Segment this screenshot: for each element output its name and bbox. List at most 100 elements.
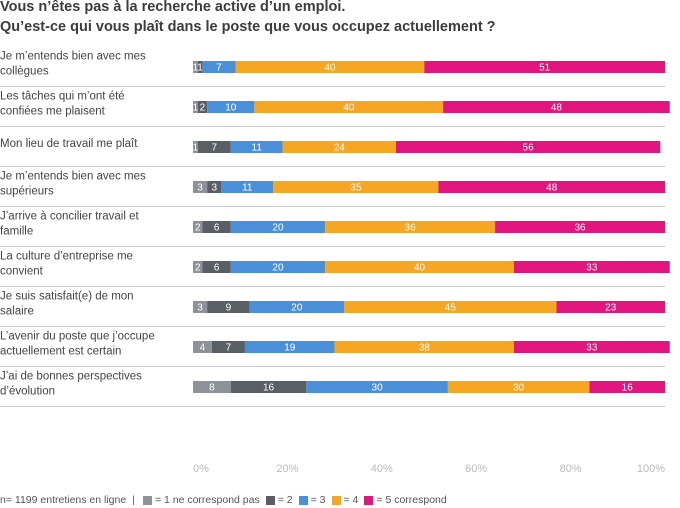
x-tick-label: 100% xyxy=(637,463,665,475)
category-label-line: actuellement est certain xyxy=(0,346,121,358)
category-label-line: Je m’entends bien avec mes xyxy=(0,51,146,63)
data-label-1: 4 xyxy=(200,343,206,354)
category-label: J’ai de bonnes perspectives d’évolution xyxy=(0,371,142,398)
bar-segment-5 xyxy=(424,61,665,73)
category-label: Les tâches qui m’ont été confiées me plai… xyxy=(0,91,125,118)
bar-segment-2 xyxy=(202,221,231,233)
legend-swatch-4 xyxy=(331,495,341,505)
legend-swatch-3 xyxy=(298,495,308,505)
category-label: L’avenir du poste que j’occupe actuelleme… xyxy=(0,331,155,358)
bar-segment-1 xyxy=(193,101,198,113)
data-label-2: 16 xyxy=(263,383,275,394)
data-label-2: 7 xyxy=(226,343,232,354)
legend-label-3: = 3 xyxy=(310,494,326,506)
bar-segment-5 xyxy=(556,301,665,313)
data-label-3: 30 xyxy=(372,383,384,394)
data-label-3: 20 xyxy=(272,263,284,274)
data-label-1: 1 xyxy=(193,63,199,74)
bar-segment-4 xyxy=(344,301,557,313)
category-label-line: Je m’entends bien avec mes xyxy=(0,171,146,183)
legend-label-1: = 1 ne correspond pas xyxy=(154,494,260,506)
data-label-5: 48 xyxy=(546,183,558,194)
category-label-line: famille xyxy=(0,226,33,238)
category-label: Je m’entends bien avec mes supérieurs xyxy=(0,171,146,198)
data-label-4: 40 xyxy=(343,103,355,114)
data-label-4: 35 xyxy=(350,183,362,194)
bar-segment-2 xyxy=(197,101,208,113)
data-label-5: 16 xyxy=(622,383,634,394)
bar-segment-5 xyxy=(495,221,665,233)
bar-segment-4 xyxy=(325,261,514,273)
title-line-1: Vous n’êtes pas à la recherche active d’… xyxy=(0,0,346,15)
data-label-2: 9 xyxy=(226,303,232,314)
data-label-3: 11 xyxy=(242,183,253,194)
category-label: Je m’entends bien avec mes collègues xyxy=(0,51,146,78)
category-label-line: d’évolution xyxy=(0,386,55,398)
category-label: La culture d’entreprise me convient xyxy=(0,251,133,278)
title-line-2: Qu’est-ce qui vous plaît dans le poste q… xyxy=(0,19,496,35)
data-label-4: 40 xyxy=(414,263,426,274)
data-label-3: 7 xyxy=(216,63,222,74)
bar-segment-2 xyxy=(207,301,250,313)
data-label-1: 3 xyxy=(197,303,203,314)
category-label-line: salaire xyxy=(0,306,34,318)
chart-title: Vous n’êtes pas à la recherche active d’… xyxy=(0,0,680,37)
bar-segment-3 xyxy=(207,101,255,113)
bar-segment-5 xyxy=(513,341,670,353)
bar-segment-5 xyxy=(395,141,661,153)
data-label-4: 30 xyxy=(513,383,525,394)
legend-swatch-1 xyxy=(142,495,152,505)
bar-segment-1 xyxy=(193,221,203,233)
legend-label-4: = 4 xyxy=(343,494,359,506)
category-label-line: supérieurs xyxy=(0,186,54,198)
bar-segment-4 xyxy=(334,341,514,353)
bar-segment-3 xyxy=(221,181,274,193)
bar-segment-5 xyxy=(443,101,670,113)
category-label: Mon lieu de travail me plaît xyxy=(0,138,138,150)
category-label-line: Les tâches qui m’ont été xyxy=(0,91,125,103)
data-label-1: 8 xyxy=(209,383,215,394)
bar-segment-2 xyxy=(197,141,231,153)
x-tick-label: 20% xyxy=(276,463,298,475)
bar-segment-3 xyxy=(230,261,326,273)
data-label-5: 33 xyxy=(586,343,598,354)
bar-segment-3 xyxy=(306,381,448,393)
bar-segment-1 xyxy=(193,61,198,73)
bar-segment-1 xyxy=(193,381,231,393)
data-label-5: 33 xyxy=(586,263,598,274)
bar-segment-1 xyxy=(193,181,208,193)
data-label-5: 36 xyxy=(574,223,586,234)
bar-segment-1 xyxy=(193,261,203,273)
bar-segment-4 xyxy=(235,61,425,73)
bar-segment-5 xyxy=(438,181,665,193)
data-label-4: 38 xyxy=(419,343,431,354)
data-label-5: 48 xyxy=(551,103,563,114)
category-label: Je suis satisfait(e) de mon salaire xyxy=(0,291,134,318)
data-label-1: 1 xyxy=(193,143,199,154)
data-label-2: 1 xyxy=(197,63,203,74)
category-label: J’arrive à concilier travail et famille xyxy=(0,211,139,238)
data-label-3: 20 xyxy=(272,223,284,234)
bar-segment-3 xyxy=(249,301,345,313)
x-tick-label: 40% xyxy=(371,463,393,475)
data-label-5: 51 xyxy=(539,63,551,74)
legend-swatch-5 xyxy=(364,495,374,505)
category-label-line: J’arrive à concilier travail et xyxy=(0,211,139,223)
category-label-line: confiées me plaisent xyxy=(0,106,106,118)
data-label-1: 3 xyxy=(197,183,203,194)
bar-segment-2 xyxy=(207,181,222,193)
bar-segment-2 xyxy=(230,381,307,393)
data-label-4: 40 xyxy=(324,63,336,74)
bar-segment-4 xyxy=(282,141,396,153)
data-label-4: 24 xyxy=(334,143,346,154)
data-label-3: 11 xyxy=(252,143,263,154)
data-label-3: 19 xyxy=(284,343,296,354)
data-label-2: 3 xyxy=(211,183,217,194)
bar-segment-2 xyxy=(202,261,231,273)
x-tick-label: 60% xyxy=(465,463,487,475)
category-label-line: collègues xyxy=(0,66,49,78)
bar-segment-3 xyxy=(230,221,326,233)
bar-segment-5 xyxy=(589,381,665,393)
bar-segment-3 xyxy=(244,341,335,353)
